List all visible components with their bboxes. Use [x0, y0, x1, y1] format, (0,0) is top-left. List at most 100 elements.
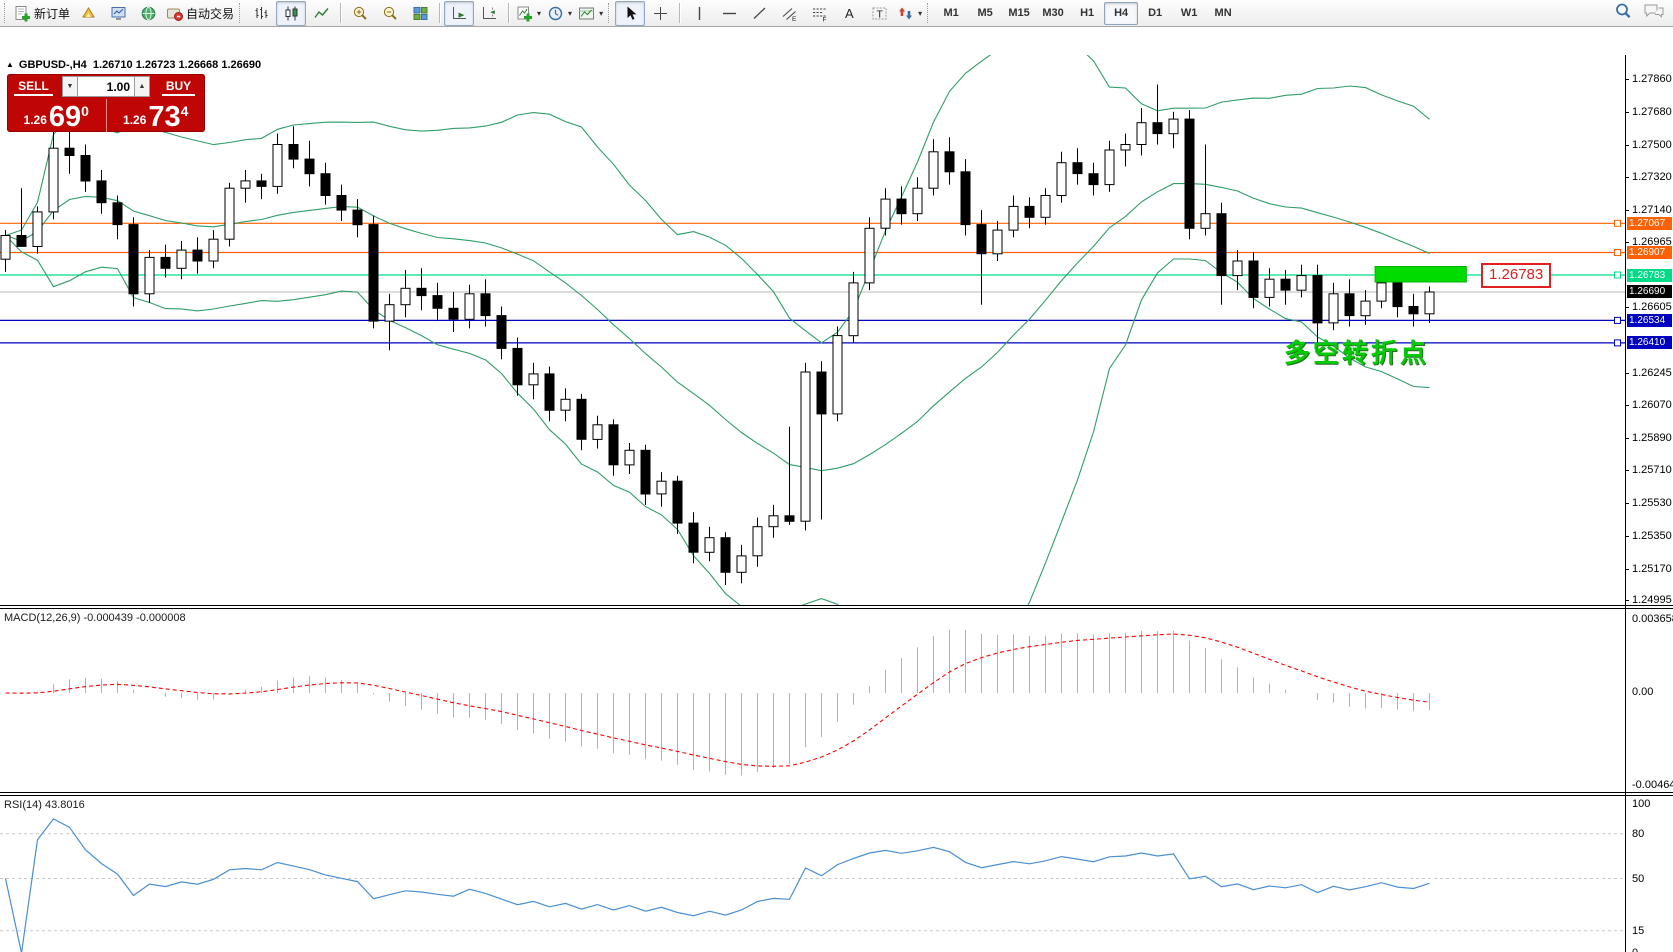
toolbar-grip[interactable]: [239, 3, 243, 23]
toolbar: 新订单 自动交易: [0, 0, 1673, 27]
price-callout-label[interactable]: 1.26783: [1481, 263, 1552, 288]
bar-chart-button[interactable]: [246, 1, 276, 26]
cursor-button[interactable]: [615, 0, 646, 26]
price-axis-tick-label: 1.27500: [1632, 139, 1672, 151]
svg-text:F: F: [822, 16, 826, 22]
auto-scroll-button[interactable]: [444, 0, 475, 26]
volume-decrease-button[interactable]: ▼: [62, 76, 78, 97]
new-order-button[interactable]: 新订单: [11, 1, 73, 26]
autotrade-icon: [167, 8, 184, 21]
crosshair-button[interactable]: [645, 1, 675, 26]
toolbar-grip[interactable]: [608, 3, 612, 23]
indicators-icon: [517, 6, 533, 21]
price-axis-tick-label: 1.26245: [1632, 367, 1672, 379]
chart-shift-icon: [482, 6, 496, 19]
timeframe-w1-button[interactable]: W1: [1180, 7, 1198, 19]
timeframe-m30-button[interactable]: M30: [1042, 7, 1064, 19]
timeframe-h4-button[interactable]: H4: [1104, 1, 1139, 25]
price-level-badge: 1.26534: [1627, 314, 1672, 327]
line-chart-button[interactable]: [306, 1, 336, 26]
timeframe-d1-button[interactable]: D1: [1148, 7, 1163, 19]
tile-windows-button[interactable]: [405, 1, 435, 26]
news-button[interactable]: [133, 1, 163, 26]
chat-icon[interactable]: [1643, 2, 1665, 21]
chart-shift-button[interactable]: [474, 1, 504, 26]
buy-button[interactable]: BUY: [152, 74, 205, 99]
zoom-out-button[interactable]: [375, 1, 405, 26]
timeframe-m15-button[interactable]: M15: [1008, 7, 1030, 19]
price-level-badge: 1.26410: [1627, 336, 1672, 349]
text-icon: A: [845, 6, 854, 21]
arrows-icon: [899, 7, 913, 19]
price-axis-tick: [1625, 503, 1629, 504]
price-axis-tick-label: 1.27680: [1632, 106, 1672, 118]
price-axis-tick: [1625, 438, 1629, 439]
price-chart-pane[interactable]: [0, 55, 1625, 605]
indicator-axis-label: -0.004645: [1632, 779, 1673, 791]
price-axis-tick: [1625, 569, 1629, 570]
text-label-button[interactable]: T: [864, 1, 894, 26]
timeframe-m5-button[interactable]: M5: [977, 7, 993, 19]
horizontal-line-button[interactable]: [714, 1, 744, 26]
timeframe-mn-button[interactable]: MN: [1214, 7, 1232, 19]
svg-text:E: E: [792, 16, 797, 22]
collapse-icon[interactable]: ▲: [6, 60, 14, 69]
price-axis-tick-label: 1.24995: [1632, 594, 1672, 606]
pane-separator[interactable]: [0, 795, 1673, 796]
rsi-pane[interactable]: [0, 796, 1625, 952]
ask-price[interactable]: 1.26 73 4: [107, 99, 206, 132]
price-level-badge: 1.26690: [1627, 285, 1672, 298]
bid-price-pip: 0: [81, 103, 89, 119]
market-watch-button[interactable]: [103, 1, 133, 26]
price-axis-tick-label: 1.27320: [1632, 171, 1672, 183]
tile-windows-icon: [413, 6, 428, 20]
timeframe-m1-button[interactable]: M1: [943, 7, 959, 19]
vertical-line-button[interactable]: [684, 1, 714, 26]
price-axis-tick-label: 1.25350: [1632, 530, 1672, 542]
periods-button[interactable]: ▾: [544, 1, 575, 26]
bar-chart-icon: [255, 6, 268, 19]
equidistant-channel-button[interactable]: E: [774, 1, 804, 26]
pane-separator[interactable]: [0, 605, 1673, 606]
symbol-name: GBPUSD-,H4: [18, 59, 87, 71]
autotrade-button[interactable]: 自动交易: [163, 1, 237, 26]
arrows-button[interactable]: ▾: [894, 1, 925, 26]
volume-input[interactable]: [78, 76, 134, 97]
templates-button[interactable]: ▾: [575, 1, 606, 26]
price-axis-tick-label: 1.26965: [1632, 236, 1672, 248]
price-axis-tick: [1625, 536, 1629, 537]
zoom-in-button[interactable]: [345, 1, 375, 26]
quotes-button[interactable]: [73, 1, 103, 26]
auto-scroll-icon: [452, 6, 466, 19]
bid-price[interactable]: 1.26 69 0: [7, 99, 107, 132]
pane-separator[interactable]: [0, 608, 1673, 609]
trendline-button[interactable]: [744, 1, 774, 26]
macd-pane[interactable]: [0, 609, 1625, 792]
price-axis-tick-label: 1.25530: [1632, 497, 1672, 509]
price-axis-tick: [1625, 79, 1629, 80]
toolbar-grip[interactable]: [927, 3, 931, 23]
zoom-out-icon: [383, 6, 397, 20]
sell-button[interactable]: SELL: [7, 74, 60, 99]
candlestick-chart-button[interactable]: [276, 0, 307, 26]
volume-increase-button[interactable]: ▲: [134, 76, 150, 97]
annotation-text[interactable]: 多空转折点: [1284, 338, 1430, 368]
text-button[interactable]: A: [834, 1, 864, 26]
price-axis-tick: [1625, 405, 1629, 406]
fibonacci-button[interactable]: F: [804, 1, 834, 26]
svg-text:T: T: [876, 8, 883, 20]
news-icon: [141, 6, 155, 20]
price-axis[interactable]: 1.27860 1.27680 1.27500 1.27320 1.27140 1.269…: [1625, 55, 1673, 952]
timeframe-h1-button[interactable]: H1: [1080, 7, 1095, 19]
line-chart-icon: [313, 7, 329, 18]
pane-separator[interactable]: [0, 792, 1673, 793]
toolbar-grip[interactable]: [4, 3, 8, 23]
ask-price-pip: 4: [180, 103, 189, 119]
search-icon[interactable]: [1614, 2, 1633, 21]
quotes-icon: [81, 6, 95, 17]
price-axis-tick: [1625, 177, 1629, 178]
rsi-value: 43.8016: [44, 799, 85, 811]
one-click-trading-panel: SELL ▼ ▲ BUY 1.26 69 0 1.26 73 4: [7, 74, 205, 132]
indicators-button[interactable]: ▾: [513, 1, 544, 26]
